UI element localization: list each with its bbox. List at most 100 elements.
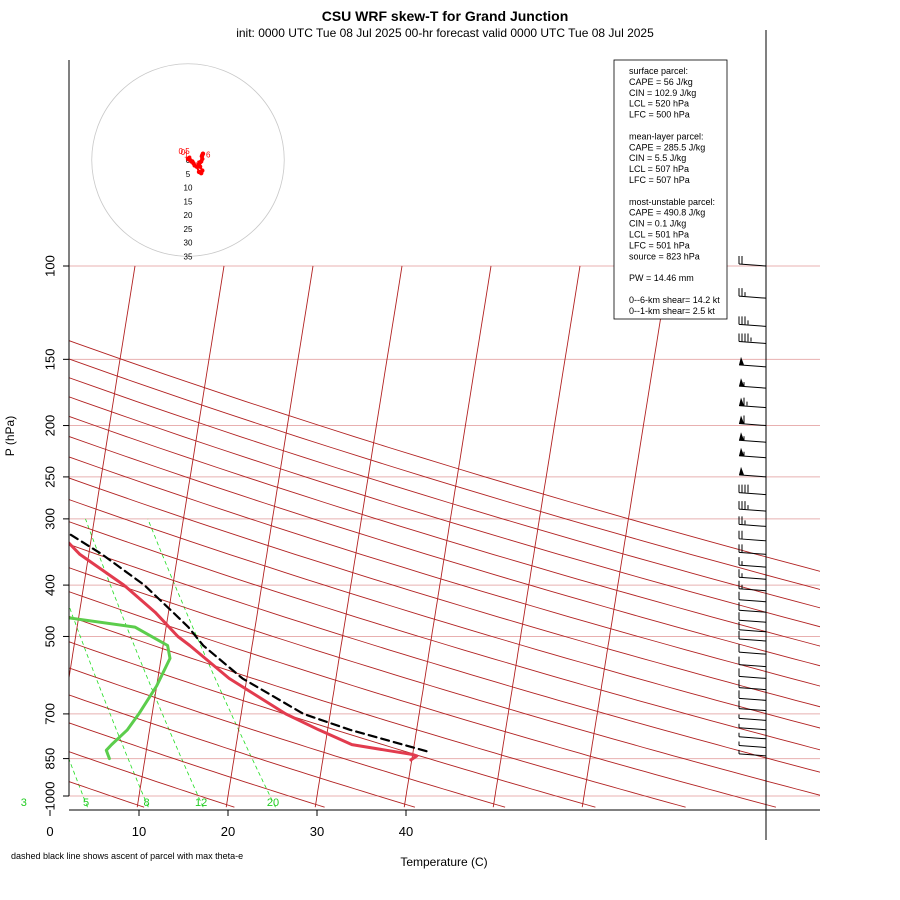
hodograph-point-label: 6 — [206, 151, 211, 160]
plot-area: 123581220 — [0, 265, 820, 809]
info-box-line: source = 823 hPa — [629, 251, 700, 261]
wind-barb-staff — [738, 508, 767, 512]
hodograph-point-label: 2 — [187, 154, 192, 163]
dry-adiabat-line — [69, 435, 820, 667]
wind-barb-staff — [738, 599, 767, 603]
wind-barb-staff — [738, 538, 767, 542]
isotherm-line — [492, 265, 581, 808]
wind-barb-staff — [738, 474, 767, 478]
wind-barb-pennant — [739, 415, 744, 424]
mixing-ratio-line — [69, 758, 88, 808]
dry-adiabat-line — [69, 521, 820, 751]
info-box-line: LFC = 501 hPa — [629, 240, 690, 250]
wind-barb — [738, 644, 767, 655]
x-axis-ticks: -30-20-10010203040 — [46, 810, 413, 839]
hodograph-ring-label: 20 — [184, 211, 193, 220]
wind-barb-staff — [738, 664, 767, 668]
y-tick-label: 200 — [43, 415, 58, 437]
hodograph-point-label: 4 — [195, 160, 200, 169]
wind-barb-staff — [738, 687, 767, 691]
wind-barb-staff — [738, 576, 767, 580]
dry-adiabat-line — [69, 477, 820, 708]
info-box-line: CIN = 102.9 J/kg — [629, 88, 696, 98]
mixing-ratio-line — [85, 518, 204, 808]
mixing-ratio-line — [0, 519, 25, 807]
y-tick-label: 150 — [43, 348, 58, 370]
wind-barb — [738, 714, 767, 721]
y-tick-label: 100 — [43, 255, 58, 277]
wind-barb-staff — [738, 405, 767, 409]
wind-barb-staff — [738, 708, 767, 712]
dry-adiabat-line — [69, 396, 820, 628]
info-box-line: CIN = 0.1 J/kg — [629, 219, 686, 229]
x-axis-label: Temperature (C) — [400, 855, 487, 869]
chart-subtitle: init: 0000 UTC Tue 08 Jul 2025 00-hr for… — [236, 26, 654, 40]
chart-title: CSU WRF skew-T for Grand Junction — [322, 8, 569, 24]
mixing-ratio-lines — [0, 518, 276, 808]
wind-barb-staff — [738, 295, 767, 299]
wind-barb-staff — [738, 588, 767, 592]
y-tick-label: 700 — [43, 703, 58, 725]
wind-barb — [738, 501, 767, 512]
wind-barb-staff — [738, 675, 767, 679]
wind-barb — [738, 447, 767, 459]
dry-adiabat-line — [69, 615, 686, 808]
mixing-ratio-label: 8 — [143, 797, 149, 809]
wind-barb — [738, 516, 767, 527]
wind-barb-staff — [738, 423, 767, 427]
wind-barb-staff — [738, 439, 767, 443]
wind-barb — [738, 612, 767, 623]
wind-barb — [738, 749, 767, 757]
wind-barb-pennant — [739, 378, 744, 387]
y-axis-label: P (hPa) — [3, 416, 17, 456]
wind-barb-staff — [738, 736, 767, 740]
hodograph-ring-label: 35 — [184, 252, 193, 261]
wind-barb-column — [738, 30, 767, 840]
wind-barb — [738, 316, 767, 327]
wind-barb — [738, 530, 767, 542]
wind-barb-staff — [738, 727, 767, 731]
dry-adiabat-line — [69, 641, 596, 808]
info-box-line: CAPE = 56 J/kg — [629, 77, 693, 87]
x-tick-label: 20 — [221, 824, 235, 839]
mixing-ratio-label: 3 — [21, 797, 27, 809]
dry-adiabat-line — [69, 456, 820, 687]
wind-barb-staff — [738, 323, 767, 327]
x-tick-label: 0 — [46, 824, 53, 839]
isotherm-line — [0, 266, 46, 807]
isotherm-line — [136, 265, 225, 808]
dry-adiabat-line — [69, 415, 820, 647]
wind-barb-staff — [738, 744, 767, 748]
wind-barb — [738, 668, 767, 679]
hodograph-point-label: 0.5 — [179, 147, 191, 156]
wind-barb-staff — [738, 492, 767, 496]
info-box-line: 0--1-km shear= 2.5 kt — [629, 306, 715, 316]
y-tick-label: 400 — [43, 574, 58, 596]
info-box-line: CAPE = 490.8 J/kg — [629, 208, 705, 218]
isotherm-line — [581, 265, 670, 808]
wind-barb — [738, 631, 767, 642]
wind-barb-pennant — [739, 432, 744, 441]
info-box-frame — [613, 59, 728, 320]
wind-barb — [738, 484, 767, 496]
hodograph-point — [200, 151, 206, 156]
hodograph-point — [200, 168, 205, 173]
hodograph-ring-label: 15 — [184, 197, 193, 206]
wind-barb — [738, 602, 767, 613]
wind-barb-staff — [738, 619, 767, 623]
y-tick-label: 500 — [43, 626, 58, 648]
wind-barbs — [738, 256, 767, 757]
wind-barb — [738, 432, 767, 443]
hodograph-ring-label: 10 — [184, 184, 193, 193]
wind-barb-pennant — [739, 466, 744, 475]
wind-barb — [738, 621, 767, 633]
wind-barb-pennant — [739, 356, 744, 365]
isobar-lines — [69, 265, 820, 797]
dry-adiabat-line — [69, 499, 820, 729]
mixing-ratio-label: 12 — [195, 797, 207, 809]
